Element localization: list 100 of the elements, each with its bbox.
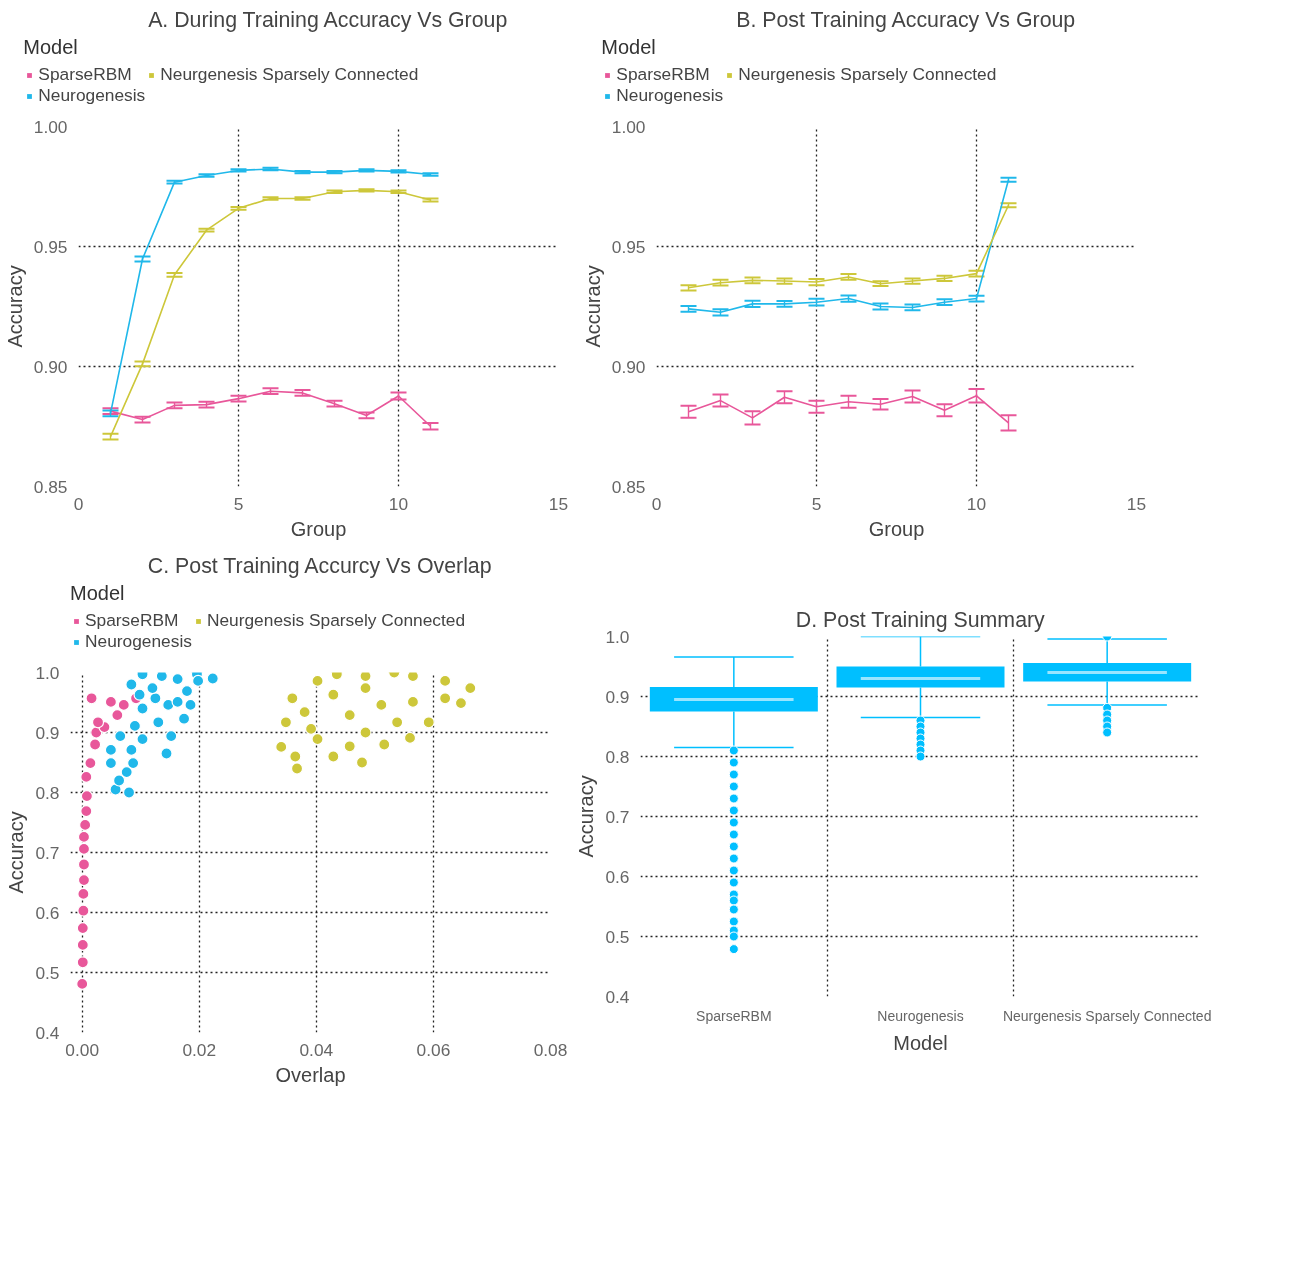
point	[84, 757, 97, 770]
x-tick-label: 0	[651, 493, 662, 514]
point	[304, 722, 318, 735]
point	[77, 904, 90, 917]
point	[206, 672, 219, 685]
y-tick-label: 0.90	[33, 356, 68, 377]
x-axis-title: Overlap	[275, 1063, 346, 1086]
x-axis-title: Model	[893, 1031, 948, 1054]
legend-label: SparseRBM	[38, 64, 132, 85]
point	[136, 733, 149, 746]
point	[298, 706, 311, 719]
point	[80, 805, 93, 818]
legend-label: SparseRBM	[85, 610, 179, 631]
point	[355, 756, 369, 769]
y-axis-title: Accuracy	[5, 811, 28, 894]
point	[286, 692, 299, 705]
point	[406, 695, 420, 708]
y-tick-label: 0.7	[35, 842, 60, 863]
y-tick-label: 0.95	[611, 236, 646, 257]
y-tick-label: 0.5	[605, 926, 630, 947]
x-tick-label: 10	[388, 493, 409, 514]
point	[378, 738, 391, 751]
legend-label: Neurgenesis Sparsely Connected	[738, 64, 997, 85]
chart-title: D. Post Training Summary	[795, 607, 1046, 632]
point	[406, 672, 420, 683]
x-tick-label: 0.08	[533, 1039, 568, 1060]
point	[422, 716, 435, 729]
y-tick-label: 0.9	[35, 722, 60, 743]
x-tick-label: SparseRBM	[696, 1007, 772, 1024]
legend-label: Neurgenesis Sparsely Connected	[206, 610, 466, 631]
point	[77, 830, 91, 843]
x-axis-title: Group	[868, 517, 925, 540]
point	[77, 858, 91, 871]
point	[165, 730, 178, 743]
y-tick-label: 0.90	[611, 356, 646, 377]
y-tick-label: 1.0	[35, 662, 60, 683]
point	[311, 733, 324, 746]
point	[171, 673, 184, 686]
point	[403, 731, 417, 744]
y-axis-title: Accuracy	[575, 775, 598, 858]
y-axis-title: Accuracy	[3, 265, 26, 348]
x-tick-label: 0.04	[299, 1039, 334, 1060]
chart-title: A. During Training Accuracy Vs Group	[148, 7, 508, 32]
x-tick-label: 15	[1126, 493, 1147, 514]
point	[88, 738, 102, 751]
legend-label: Neurgenesis Sparsely Connected	[160, 64, 419, 85]
x-tick-label: 5	[233, 493, 244, 514]
x-axis-title: Group	[290, 517, 347, 540]
point	[439, 692, 452, 705]
point	[122, 786, 136, 799]
y-tick-label: 0.5	[35, 962, 60, 983]
y-tick-label: 0.85	[611, 476, 646, 497]
point	[343, 709, 356, 722]
point	[112, 774, 126, 787]
point	[290, 762, 304, 775]
y-tick-label: 0.8	[35, 782, 60, 803]
legend-title: Model	[23, 36, 79, 59]
point	[155, 672, 168, 683]
point	[279, 716, 293, 729]
point	[359, 672, 372, 683]
point	[327, 750, 340, 763]
x-tick-label: Neurgenesis Sparsely Connected	[1002, 1007, 1212, 1024]
point	[114, 730, 127, 743]
x-tick-label: 10	[966, 493, 987, 514]
point	[133, 688, 146, 701]
chart-title: C. Post Training Accurcy Vs Overlap	[147, 553, 492, 578]
point	[289, 750, 302, 763]
point	[85, 692, 98, 705]
point	[464, 682, 477, 695]
point	[180, 685, 194, 698]
point	[454, 697, 468, 710]
point	[327, 688, 340, 701]
y-tick-label: 0.4	[605, 986, 630, 1007]
legend-label: SparseRBM	[616, 64, 710, 85]
point	[77, 842, 91, 855]
legend-title: Model	[70, 582, 126, 605]
y-tick-label: 1.0	[605, 626, 630, 647]
x-tick-label: 0	[73, 493, 84, 514]
point	[359, 682, 372, 695]
y-tick-label: 0.9	[605, 686, 630, 707]
legend-label: Neurogenesis	[85, 631, 192, 652]
point	[146, 682, 159, 695]
point	[177, 712, 191, 725]
point	[192, 674, 205, 687]
point	[136, 702, 149, 715]
y-tick-label: 0.8	[605, 746, 630, 767]
point	[343, 740, 356, 753]
legend-label: Neurogenesis	[616, 85, 724, 106]
x-tick-label: 15	[548, 493, 569, 514]
y-tick-label: 0.85	[33, 476, 68, 497]
point	[359, 726, 372, 739]
point	[80, 770, 93, 783]
y-tick-label: 1.00	[33, 116, 68, 137]
legend-title: Model	[601, 36, 657, 59]
y-tick-label: 1.00	[611, 116, 646, 137]
legend-label: Neurogenesis	[38, 85, 146, 106]
y-tick-label: 0.6	[35, 902, 60, 923]
x-tick-label: 0.06	[416, 1039, 451, 1060]
y-tick-label: 0.7	[605, 806, 630, 827]
point	[77, 887, 90, 900]
